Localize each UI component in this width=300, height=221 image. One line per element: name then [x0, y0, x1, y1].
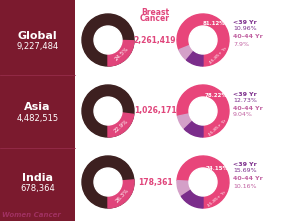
Text: 9.04%: 9.04%	[233, 112, 253, 118]
Text: 1,026,171: 1,026,171	[134, 107, 176, 116]
Wedge shape	[108, 111, 134, 137]
Text: 178,361: 178,361	[138, 177, 172, 187]
Circle shape	[189, 26, 217, 54]
Text: Global: Global	[18, 31, 57, 41]
Text: <39 Yr: <39 Yr	[233, 91, 257, 97]
Wedge shape	[178, 111, 203, 129]
Text: Breast: Breast	[141, 8, 169, 17]
Text: 81.12%: 81.12%	[203, 21, 226, 26]
Wedge shape	[177, 156, 229, 208]
Text: <39 Yr: <39 Yr	[233, 162, 257, 168]
Text: <39 Yr: <39 Yr	[233, 21, 257, 25]
Text: 12.73%: 12.73%	[233, 97, 257, 103]
Wedge shape	[179, 40, 203, 60]
Text: Asia: Asia	[24, 102, 51, 112]
Text: India: India	[22, 173, 53, 183]
Text: 78.22%: 78.22%	[204, 93, 227, 98]
Text: 40-44 Yr: 40-44 Yr	[233, 177, 263, 181]
Wedge shape	[177, 14, 229, 66]
Circle shape	[94, 168, 122, 196]
Text: 45-85+ Yr: 45-85+ Yr	[207, 190, 227, 208]
Wedge shape	[177, 181, 203, 196]
Text: 15.69%: 15.69%	[233, 168, 256, 173]
Text: 74.15%: 74.15%	[206, 166, 229, 171]
Text: 40-44 Yr: 40-44 Yr	[233, 34, 263, 40]
Text: 22.9%: 22.9%	[113, 118, 129, 134]
Circle shape	[82, 156, 134, 208]
Text: 45-85+ Yr: 45-85+ Yr	[208, 118, 227, 136]
Text: 2,261,419: 2,261,419	[134, 36, 176, 44]
Text: Women Cancer: Women Cancer	[2, 212, 61, 218]
Circle shape	[82, 85, 134, 137]
Text: 9,227,484: 9,227,484	[16, 42, 59, 51]
Text: 678,364: 678,364	[20, 185, 55, 194]
Text: 10.96%: 10.96%	[233, 27, 256, 32]
Wedge shape	[187, 40, 203, 66]
Circle shape	[94, 26, 122, 54]
Wedge shape	[184, 111, 203, 137]
Circle shape	[189, 97, 217, 125]
Text: 7.9%: 7.9%	[233, 42, 249, 46]
Text: 40-44 Yr: 40-44 Yr	[233, 105, 263, 110]
Text: 10.16%: 10.16%	[233, 183, 256, 189]
Text: Cancer: Cancer	[140, 14, 170, 23]
Text: 24.5%: 24.5%	[114, 47, 130, 62]
Wedge shape	[108, 180, 134, 208]
Wedge shape	[108, 40, 134, 66]
Circle shape	[82, 14, 134, 66]
Text: 26.3%: 26.3%	[115, 187, 130, 204]
Text: 4,482,515: 4,482,515	[16, 114, 59, 122]
Bar	[0, 0, 75, 221]
Circle shape	[94, 97, 122, 125]
Wedge shape	[177, 85, 229, 137]
Text: 45-85+ Yr: 45-85+ Yr	[209, 47, 228, 65]
Wedge shape	[181, 182, 203, 208]
Circle shape	[189, 168, 217, 196]
